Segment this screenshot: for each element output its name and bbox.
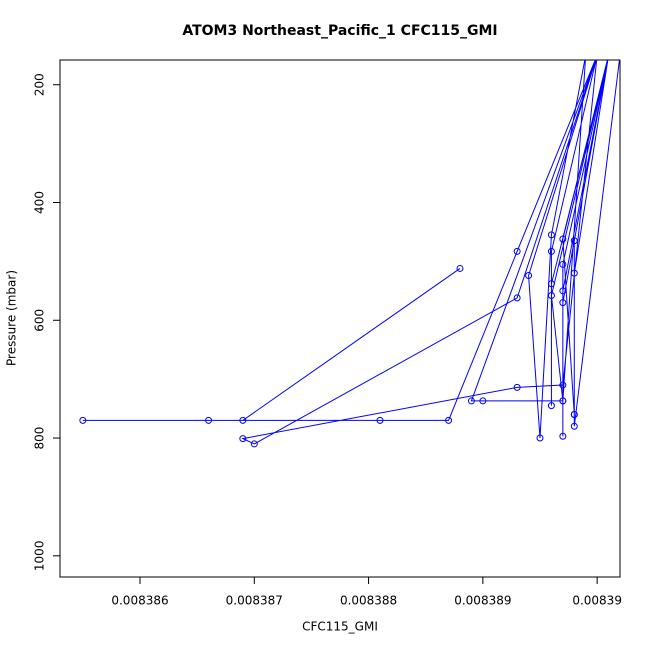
- x-tick-label: 0.008388: [340, 594, 397, 608]
- y-tick-label: 800: [33, 427, 47, 450]
- data-point: [606, 52, 612, 58]
- data-point: [547, 231, 555, 239]
- y-tick-label: 1000: [33, 541, 47, 572]
- data-point: [606, 52, 612, 58]
- plot-frame: [59, 59, 621, 578]
- y-axis-label: Pressure (mbar): [5, 270, 19, 366]
- data-point: [570, 237, 578, 245]
- data-point: [594, 52, 600, 58]
- data-point: [513, 383, 521, 391]
- data-line: [82, 60, 620, 445]
- data-point: [376, 416, 384, 424]
- data-point: [547, 292, 555, 300]
- data-point: [547, 280, 555, 288]
- data-point: [559, 260, 567, 268]
- data-point: [479, 397, 487, 405]
- data-point: [547, 402, 555, 410]
- data-point: [79, 416, 87, 424]
- x-tick-label: 0.008387: [226, 594, 283, 608]
- data-point: [559, 287, 567, 295]
- data-point: [559, 381, 567, 389]
- data-point: [205, 416, 213, 424]
- data-point: [617, 52, 623, 58]
- data-point: [536, 434, 544, 442]
- x-tick-label: 0.00839: [572, 594, 622, 608]
- data-point: [559, 432, 567, 440]
- data-point: [250, 440, 258, 448]
- y-tick-label: 600: [33, 309, 47, 332]
- data-point: [606, 52, 612, 58]
- data-point: [547, 247, 555, 255]
- x-tick-label: 0.008386: [111, 594, 168, 608]
- data-point: [445, 416, 453, 424]
- data-point: [456, 264, 464, 272]
- data-point: [513, 294, 521, 302]
- plot-area: [79, 52, 623, 448]
- data-point: [239, 416, 247, 424]
- data-point: [239, 435, 247, 443]
- data-point: [594, 52, 600, 58]
- chart-title: ATOM3 Northeast_Pacific_1 CFC115_GMI: [182, 23, 497, 39]
- data-point: [570, 269, 578, 277]
- data-point: [606, 52, 612, 58]
- data-point: [467, 397, 475, 405]
- data-point: [559, 235, 567, 243]
- data-point: [570, 410, 578, 418]
- data-point: [583, 52, 589, 58]
- data-point: [594, 52, 600, 58]
- data-point: [559, 397, 567, 405]
- y-tick-label: 400: [33, 191, 47, 214]
- data-point: [559, 299, 567, 307]
- x-axis-label: CFC115_GMI: [302, 620, 378, 634]
- x-tick-label: 0.008389: [454, 594, 511, 608]
- y-tick-label: 200: [33, 73, 47, 96]
- data-point: [513, 247, 521, 255]
- data-point: [570, 422, 578, 430]
- data-point: [525, 272, 533, 280]
